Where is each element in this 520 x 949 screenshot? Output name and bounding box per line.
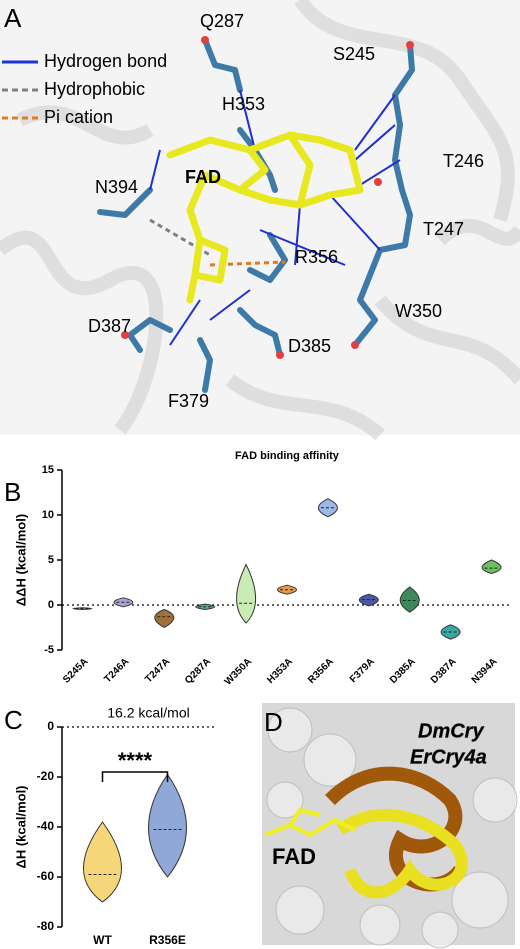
hbond-lines [149, 89, 401, 346]
residue-label: D385 [288, 336, 331, 356]
structure-d [262, 703, 518, 949]
cartoon [0, 0, 520, 441]
x-tick-label: S245A [61, 656, 90, 685]
x-tick-label: T246A [102, 656, 131, 685]
x-tick-label: D387A [429, 656, 459, 686]
violin [481, 559, 502, 575]
violin [148, 773, 187, 878]
x-tick-label: WT [93, 933, 112, 947]
x-tick-label: F379A [348, 656, 377, 685]
residue-label: F379 [168, 391, 209, 411]
violin [399, 586, 420, 613]
y-tick-label: -60 [37, 869, 55, 883]
fad-sticks [264, 807, 356, 838]
panel-letter: B [4, 477, 21, 507]
x-tick-label: R356E [149, 933, 186, 947]
x-tick-label: H353A [265, 656, 295, 686]
panel-letter: A [4, 3, 22, 33]
y-tick-label: 10 [42, 509, 54, 521]
x-tick-label: N394A [470, 656, 500, 686]
y-tick-label: -80 [37, 919, 55, 933]
y-tick-label: 0 [48, 599, 54, 611]
annotation: 16.2 kcal/mol [107, 705, 189, 721]
residue-label: T246 [443, 151, 484, 171]
residue-label: D387 [88, 316, 131, 336]
residue-label: T247 [423, 219, 464, 239]
structure-a [0, 0, 520, 441]
significance-label: **** [118, 748, 153, 773]
x-tick-label: T247A [143, 656, 172, 685]
residue-label: W350 [395, 301, 442, 321]
y-tick-label: 0 [47, 719, 54, 733]
y-axis-label: ΔH (kcal/mol) [13, 785, 28, 868]
y-axis-label: ΔΔH (kcal/mol) [13, 514, 28, 606]
y-tick-label: 15 [42, 464, 54, 476]
x-tick-label: W350A [223, 656, 254, 687]
panel-letter: D [264, 707, 283, 737]
panel-letter: C [4, 705, 23, 735]
y-tick-label: -40 [37, 819, 55, 833]
y-tick-label: -20 [37, 769, 55, 783]
legend-label: Pi cation [44, 107, 113, 127]
structure-bg [0, 0, 520, 435]
structure-label: FAD [272, 844, 316, 869]
structure-label: ErCry4a [410, 746, 487, 768]
residue-label: S245 [333, 44, 375, 64]
residue-label: FAD [185, 167, 221, 187]
x-tick-label: D385A [388, 656, 418, 686]
y-tick-label: 5 [48, 554, 54, 566]
violin [236, 563, 256, 624]
residue-label: H353 [222, 94, 265, 114]
significance-bracket [101, 771, 169, 782]
structure-label: DmCry [418, 720, 484, 742]
residue-label: R356 [295, 247, 338, 267]
violin [154, 608, 175, 629]
surface [266, 707, 518, 949]
y-tick-label: -5 [44, 644, 54, 656]
legend-label: Hydrophobic [44, 79, 145, 99]
x-tick-label: R356A [306, 656, 336, 686]
residue-label: N394 [95, 177, 138, 197]
residue-label: Q287 [200, 11, 244, 31]
x-tick-label: Q287A [183, 656, 213, 686]
legend-label: Hydrogen bond [44, 51, 167, 71]
violin [83, 821, 122, 903]
oxygen-tips [121, 36, 414, 359]
ribbon-er [336, 809, 468, 899]
fad-sticks [166, 131, 364, 304]
chart-title: FAD binding affinity [235, 450, 340, 462]
